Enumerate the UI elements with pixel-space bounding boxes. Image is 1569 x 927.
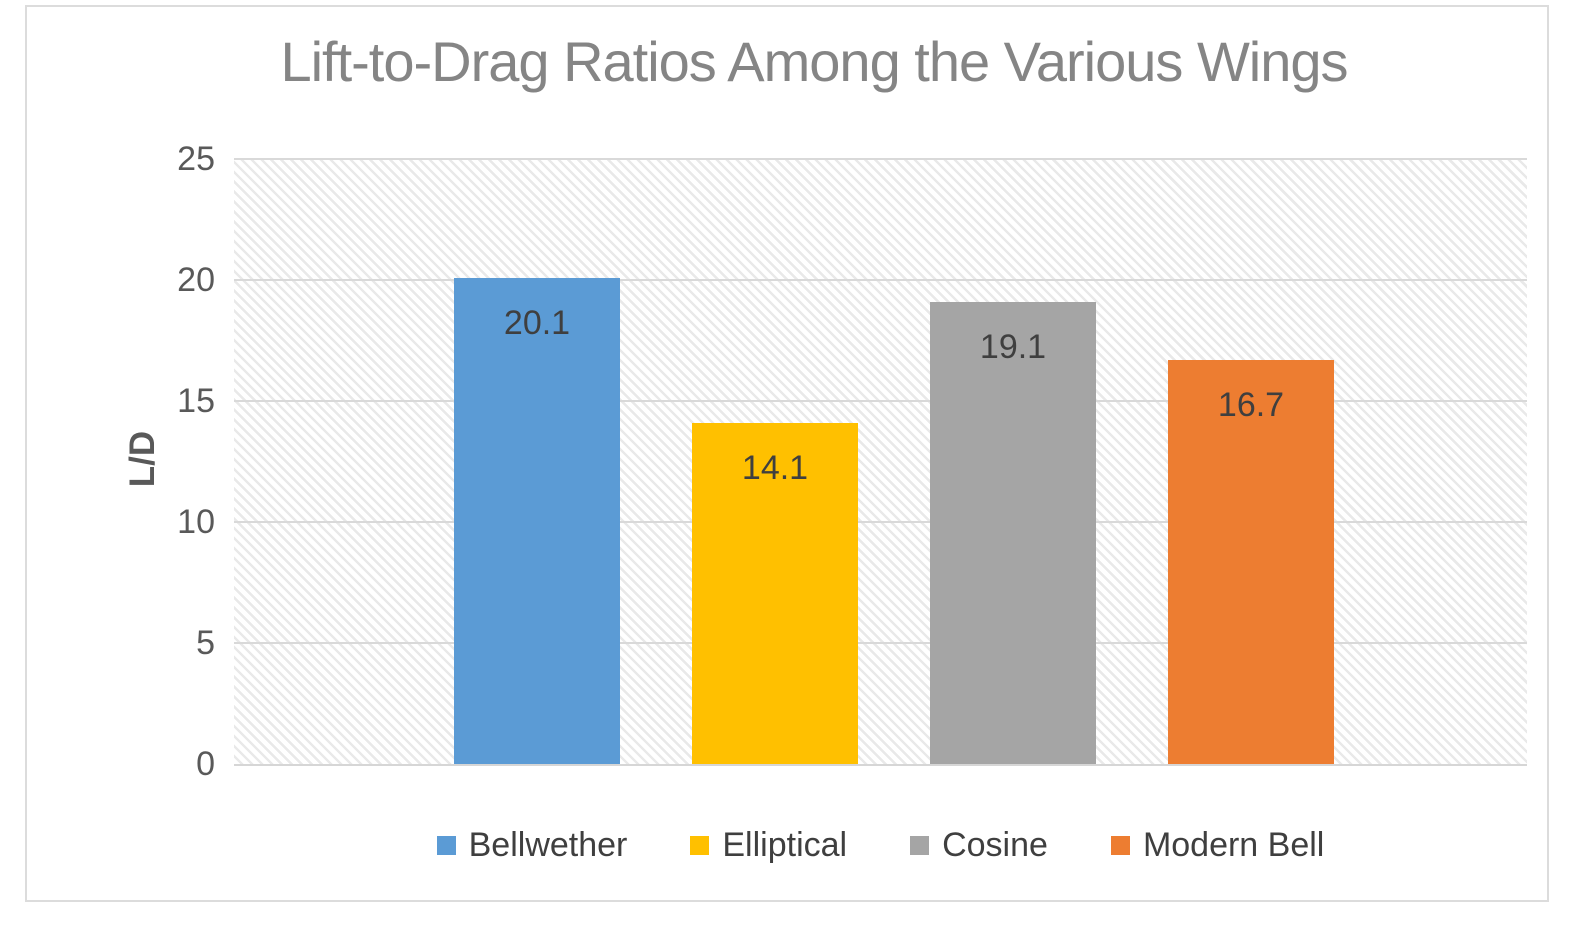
- bar-data-label: 19.1: [979, 328, 1047, 366]
- plot-area: 20.1 14.1 19.1 16.7: [234, 158, 1527, 766]
- legend-item-cosine: Cosine: [910, 826, 1048, 865]
- gridline: [234, 521, 1527, 523]
- legend-label: Cosine: [942, 825, 1048, 864]
- legend-item-elliptical: Elliptical: [690, 826, 847, 865]
- chart-frame: Lift-to-Drag Ratios Among the Various Wi…: [25, 5, 1549, 902]
- bar-bellwether: 20.1: [454, 278, 620, 764]
- bar-elliptical: 14.1: [692, 423, 858, 764]
- gridline: [234, 642, 1527, 644]
- gridline: [234, 400, 1527, 402]
- chart-legend: Bellwether Elliptical Cosine Modern Bell: [234, 821, 1527, 869]
- y-axis-tick-labels: 0 5 10 15 20 25: [87, 141, 215, 782]
- bar-data-label: 14.1: [741, 449, 809, 487]
- y-tick-label: 5: [196, 624, 215, 662]
- y-tick-label: 0: [196, 745, 215, 783]
- bar-cosine: 19.1: [930, 302, 1096, 764]
- legend-label: Elliptical: [722, 825, 848, 864]
- legend-item-modern-bell: Modern Bell: [1110, 825, 1325, 865]
- legend-swatch-icon: [690, 835, 710, 855]
- gridline: [234, 279, 1527, 281]
- legend-swatch-icon: [910, 835, 930, 855]
- legend-label: Modern Bell: [1142, 825, 1325, 864]
- legend-item-bellwether: Bellwether: [436, 825, 628, 865]
- y-tick-label: 25: [177, 140, 215, 178]
- gridline: [234, 158, 1527, 160]
- bar-data-label: 16.7: [1217, 386, 1285, 424]
- bar-modern-bell: 16.7: [1168, 360, 1334, 764]
- legend-label: Bellwether: [468, 825, 628, 864]
- bar-data-label: 20.1: [503, 304, 571, 342]
- legend-swatch-icon: [436, 835, 456, 855]
- y-tick-label: 15: [177, 382, 215, 420]
- y-tick-label: 10: [177, 503, 215, 541]
- y-tick-label: 20: [177, 261, 215, 299]
- chart-title: Lift-to-Drag Ratios Among the Various Wi…: [280, 30, 1348, 93]
- legend-swatch-icon: [1110, 835, 1130, 855]
